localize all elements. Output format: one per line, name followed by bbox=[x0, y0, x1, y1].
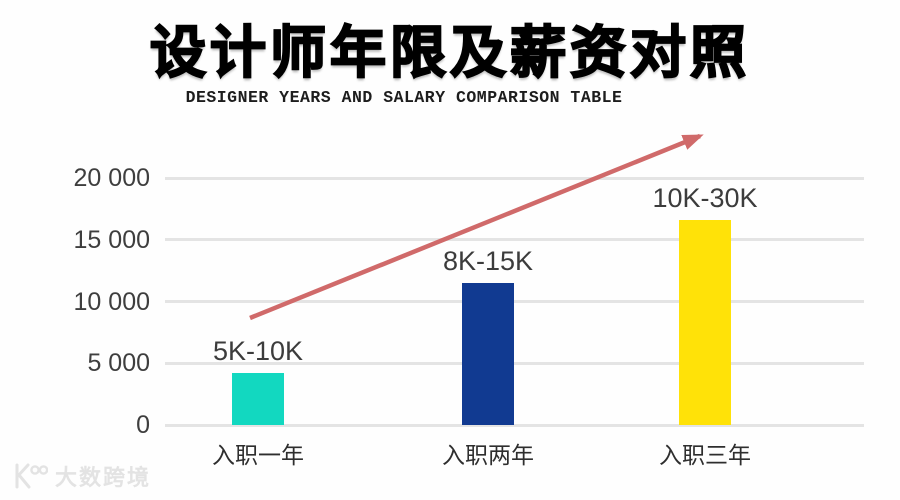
chart-subtitle: DESIGNER YEARS AND SALARY COMPARISON TAB… bbox=[185, 88, 623, 107]
bar-1 bbox=[232, 373, 284, 425]
y-axis-tick-label: 5 000 bbox=[87, 349, 150, 378]
gridline-15000 bbox=[165, 238, 864, 242]
x-category-label: 入职一年 bbox=[212, 442, 304, 468]
x-category-label: 入职三年 bbox=[659, 442, 751, 468]
bar-2 bbox=[462, 282, 514, 425]
watermark-text: 大数跨境 bbox=[55, 465, 152, 490]
y-axis-tick-label: 10 000 bbox=[73, 287, 150, 316]
y-axis-tick-label: 15 000 bbox=[73, 225, 150, 254]
y-axis-tick-label: 20 000 bbox=[73, 164, 150, 192]
bar-value-label: 8K-15K bbox=[442, 245, 534, 276]
bar-3 bbox=[679, 219, 731, 425]
watermark-logo-icon bbox=[15, 463, 48, 489]
gridline-20000 bbox=[165, 176, 864, 180]
bar-value-label: 5K-10K bbox=[212, 336, 304, 367]
bar-value-label: 10K-30K bbox=[652, 182, 758, 213]
gridline-5000 bbox=[165, 361, 864, 365]
gridline-0 bbox=[165, 423, 864, 427]
watermark: 大数跨境 bbox=[12, 460, 151, 492]
gridline-10000 bbox=[165, 300, 864, 303]
chart-title: 设计师年限及薪资对照 bbox=[149, 21, 750, 86]
y-axis-tick-label: 0 bbox=[136, 411, 150, 439]
x-category-label: 入职两年 bbox=[442, 442, 534, 468]
